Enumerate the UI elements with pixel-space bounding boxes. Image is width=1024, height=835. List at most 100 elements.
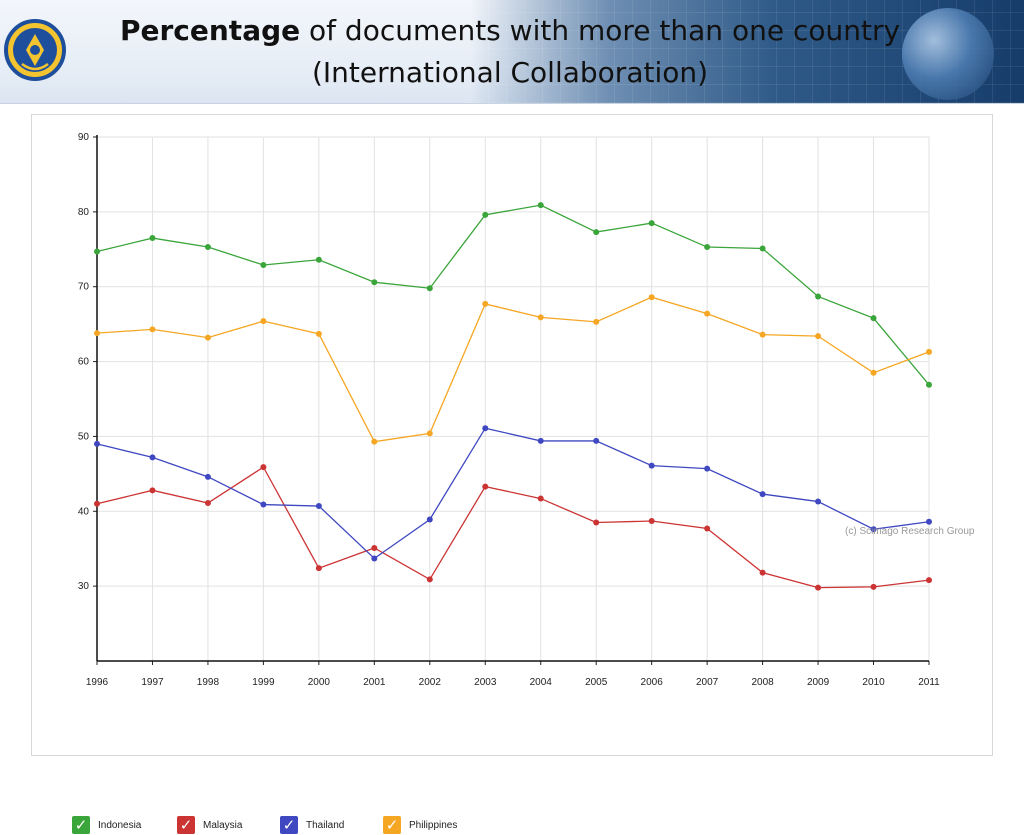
slide-header: Percentage of documents with more than o… xyxy=(0,0,1024,104)
x-tick-label: 1996 xyxy=(86,677,109,688)
data-point-thailand xyxy=(260,501,267,508)
legend-label: Malaysia xyxy=(203,819,243,831)
data-point-philippines xyxy=(926,348,932,355)
checkmark-icon[interactable]: ✓ xyxy=(72,816,90,834)
data-point-thailand xyxy=(815,498,822,505)
data-point-philippines xyxy=(593,318,600,325)
data-point-malaysia xyxy=(593,519,600,526)
data-point-thailand xyxy=(759,491,766,498)
checkmark-icon[interactable]: ✓ xyxy=(280,816,298,834)
x-tick-label: 2001 xyxy=(363,677,386,688)
data-point-malaysia xyxy=(704,525,711,532)
chart-grid xyxy=(96,136,930,661)
data-point-indonesia xyxy=(648,220,655,227)
x-tick-label: 2011 xyxy=(918,677,940,688)
legend-label: Thailand xyxy=(306,819,345,831)
header-background-art xyxy=(470,0,1024,103)
data-point-philippines xyxy=(482,300,489,307)
data-point-thailand xyxy=(870,526,877,533)
y-tick-label: 30 xyxy=(78,581,90,592)
legend-item-indonesia[interactable]: ✓ Indonesia xyxy=(72,816,177,834)
series-line-malaysia xyxy=(96,466,930,589)
data-point-indonesia xyxy=(204,244,211,251)
data-point-indonesia xyxy=(759,245,766,252)
data-point-philippines xyxy=(94,330,100,337)
data-point-philippines xyxy=(149,326,156,333)
data-point-thailand xyxy=(648,462,655,469)
x-tick-label: 2007 xyxy=(696,677,719,688)
y-tick-label: 70 xyxy=(78,282,90,293)
y-tick-label: 90 xyxy=(78,132,90,143)
data-point-malaysia xyxy=(759,569,766,576)
title-rest: of documents with more than one country xyxy=(300,14,901,47)
chart-series xyxy=(94,202,932,591)
data-point-indonesia xyxy=(704,244,711,251)
line-chart: 30 40 50 60 70 80 90 1996 1997 1998 1999 2000 2001 20… xyxy=(78,132,975,688)
data-point-thailand xyxy=(94,440,100,447)
data-point-philippines xyxy=(759,331,766,338)
y-tick-label: 80 xyxy=(78,207,90,218)
data-point-malaysia xyxy=(260,464,267,471)
data-point-indonesia xyxy=(371,279,378,286)
chart-frame: 30 40 50 60 70 80 90 1996 1997 1998 1999 2000 2001 20… xyxy=(31,114,993,834)
data-point-malaysia xyxy=(371,544,378,551)
data-point-malaysia xyxy=(648,518,655,525)
data-point-thailand xyxy=(593,437,600,444)
title-line-1: Percentage of documents with more than o… xyxy=(60,10,960,52)
title-line-2: (International Collaboration) xyxy=(311,56,709,89)
data-point-malaysia xyxy=(315,565,322,572)
slide-title: Percentage of documents with more than o… xyxy=(60,10,960,94)
legend-item-malaysia[interactable]: ✓ Malaysia xyxy=(177,816,280,834)
data-point-philippines xyxy=(648,294,655,301)
data-point-thailand xyxy=(371,555,378,562)
data-point-indonesia xyxy=(260,262,267,269)
x-tick-label: 1997 xyxy=(141,677,164,688)
data-point-malaysia xyxy=(870,583,877,590)
x-tick-label: 2003 xyxy=(474,677,497,688)
data-point-thailand xyxy=(482,425,489,432)
data-point-indonesia xyxy=(593,229,600,236)
y-tick-label: 60 xyxy=(78,357,90,368)
x-tick-label: 1998 xyxy=(197,677,220,688)
data-point-philippines xyxy=(260,318,267,325)
data-point-thailand xyxy=(704,465,711,472)
x-tick-label: 1999 xyxy=(252,677,275,688)
data-point-indonesia xyxy=(926,381,932,388)
x-tick-label: 2002 xyxy=(419,677,442,688)
data-point-indonesia xyxy=(315,256,322,263)
data-point-indonesia xyxy=(870,315,877,322)
data-point-malaysia xyxy=(815,584,822,591)
data-point-indonesia xyxy=(94,248,100,255)
chart-legend: ✓ Indonesia ✓ Malaysia ✓ Thailand ✓ Philippines xyxy=(72,815,503,835)
data-point-philippines xyxy=(371,438,378,445)
data-point-indonesia xyxy=(815,293,822,300)
ministry-logo xyxy=(4,19,66,81)
series-line-philippines xyxy=(96,296,930,443)
data-point-thailand xyxy=(926,518,932,525)
x-tick-label: 2000 xyxy=(308,677,331,688)
legend-label: Philippines xyxy=(409,819,458,831)
legend-item-thailand[interactable]: ✓ Thailand xyxy=(280,816,383,834)
x-tick-label: 2005 xyxy=(585,677,608,688)
data-point-philippines xyxy=(426,430,433,437)
checkmark-icon[interactable]: ✓ xyxy=(383,816,401,834)
data-point-philippines xyxy=(315,330,322,337)
series-line-thailand xyxy=(96,427,930,560)
series-line-indonesia xyxy=(96,204,930,386)
data-point-thailand xyxy=(315,503,322,510)
x-tick-label: 2008 xyxy=(751,677,774,688)
legend-label: Indonesia xyxy=(98,819,142,831)
data-point-malaysia xyxy=(926,577,932,584)
x-tick-label: 2010 xyxy=(862,677,885,688)
y-tick-label: 50 xyxy=(78,431,90,442)
data-point-philippines xyxy=(870,369,877,376)
data-point-thailand xyxy=(149,454,156,461)
legend-item-philippines[interactable]: ✓ Philippines xyxy=(383,816,503,834)
data-point-thailand xyxy=(537,437,544,444)
data-point-malaysia xyxy=(149,487,156,494)
data-point-thailand xyxy=(426,516,433,523)
data-point-philippines xyxy=(815,333,822,340)
checkmark-icon[interactable]: ✓ xyxy=(177,816,195,834)
chart-watermark: (c) Scimago Research Group xyxy=(845,526,975,537)
globe-graphic xyxy=(902,8,994,100)
